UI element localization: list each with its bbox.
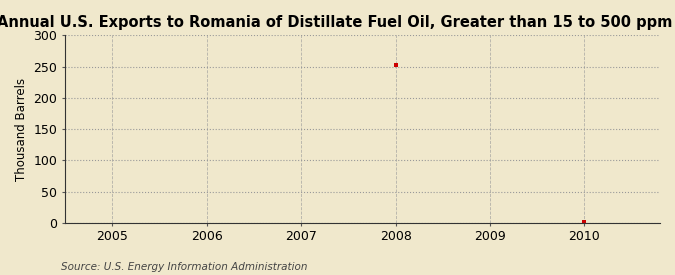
Y-axis label: Thousand Barrels: Thousand Barrels — [15, 78, 28, 181]
Title: Annual U.S. Exports to Romania of Distillate Fuel Oil, Greater than 15 to 500 pp: Annual U.S. Exports to Romania of Distil… — [0, 15, 675, 30]
Text: Source: U.S. Energy Information Administration: Source: U.S. Energy Information Administ… — [61, 262, 307, 272]
